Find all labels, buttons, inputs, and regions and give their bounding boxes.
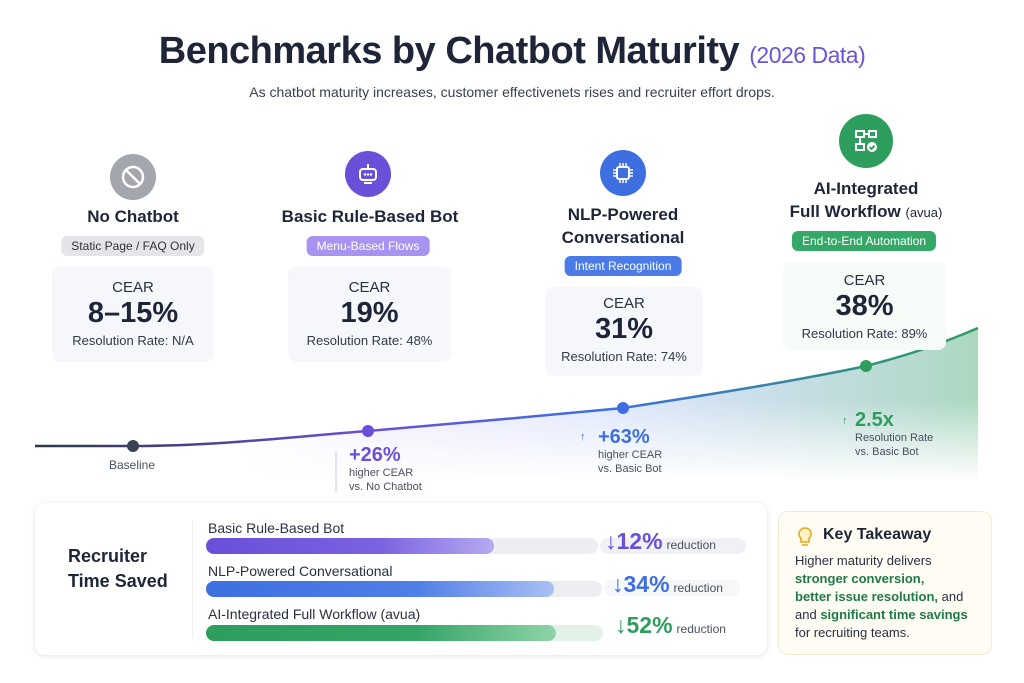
resolution-rate: Resolution Rate: 74% <box>561 349 687 364</box>
bar-fill-ai <box>206 625 556 641</box>
row-label: AI-Integrated Full Workflow (avua) <box>208 606 421 622</box>
resolution-rate: Resolution Rate: 89% <box>801 326 928 341</box>
cear-label: CEAR <box>112 279 154 296</box>
chip-icon <box>600 150 646 196</box>
stage-card: CEAR 38% Resolution Rate: 89% <box>783 262 946 350</box>
point-ai-integrated <box>860 360 872 372</box>
row-label: NLP-Powered Conversational <box>208 563 393 579</box>
row-value: ↓12% reduction <box>605 528 716 554</box>
stage-badge: Static Page / FAQ Only <box>61 236 205 256</box>
bar-fill-nlp <box>206 581 554 597</box>
divider <box>192 520 193 638</box>
curve-line <box>35 326 979 448</box>
stage-name: Basic Rule-Based Bot <box>281 207 459 226</box>
stage-name: NLP-Powered Conversational <box>561 205 685 247</box>
cear-label: CEAR <box>603 295 645 312</box>
bar-fill-basic <box>206 538 494 554</box>
time-saved-title: Recruiter Time Saved <box>68 546 168 591</box>
stage-badge: End-to-End Automation <box>791 231 937 251</box>
arrow-up-icon: ↑ <box>580 431 586 443</box>
stage-card: CEAR 31% Resolution Rate: 74% <box>545 287 703 376</box>
callout-basic: +26% higher CEAR vs. No Chatbot <box>349 444 422 493</box>
stage-badge: Menu-Based Flows <box>306 236 430 256</box>
stage-card: CEAR 19% Resolution Rate: 48% <box>288 267 451 362</box>
year-label: (2026 Data) <box>749 42 866 68</box>
stage-name: No Chatbot <box>87 207 179 226</box>
point-nlp <box>617 402 629 414</box>
cear-value: 8–15% <box>87 297 179 329</box>
callout-ai: 2.5x Resolution Rate vs. Basic Bot <box>855 409 934 458</box>
cear-label: CEAR <box>348 279 391 296</box>
point-no-chatbot <box>127 440 139 452</box>
lightbulb-icon <box>798 527 812 546</box>
takeaway-text: Higher maturity delivers stronger convers… <box>795 553 968 640</box>
resolution-rate: Resolution Rate: N/A <box>72 333 194 348</box>
workflow-check-icon <box>839 114 893 168</box>
arrow-up-icon: ↑ <box>842 415 848 427</box>
callout-nlp: +63% higher CEAR vs. Basic Bot <box>598 426 663 475</box>
ban-icon <box>110 154 156 200</box>
robot-icon <box>345 151 391 197</box>
resolution-rate: Resolution Rate: 48% <box>306 333 433 348</box>
cear-value: 19% <box>340 297 399 329</box>
page-title: Benchmarks by Chatbot Maturity (2026 Dat… <box>158 30 866 72</box>
cear-value: 31% <box>594 313 654 345</box>
takeaway-title: Key Takeaway <box>823 526 932 543</box>
row-value: ↓34% reduction <box>612 571 723 597</box>
cear-value: 38% <box>835 290 894 322</box>
key-takeaway-card: Key Takeaway Higher maturity delivers str… <box>778 511 992 655</box>
cear-label: CEAR <box>843 272 886 289</box>
row-value: ↓52% reduction <box>615 612 726 638</box>
stage-name: AI-Integrated Full Workflow (avua) <box>789 179 943 221</box>
maturity-curve <box>35 326 990 492</box>
subtitle: As chatbot maturity increases, customer … <box>249 84 775 100</box>
stage-card: CEAR 8–15% Resolution Rate: N/A <box>52 267 214 362</box>
point-basic-bot <box>362 425 374 437</box>
stage-badge: Intent Recognition <box>564 256 682 276</box>
row-label: Basic Rule-Based Bot <box>208 520 345 536</box>
baseline-label: Baseline <box>109 458 156 472</box>
